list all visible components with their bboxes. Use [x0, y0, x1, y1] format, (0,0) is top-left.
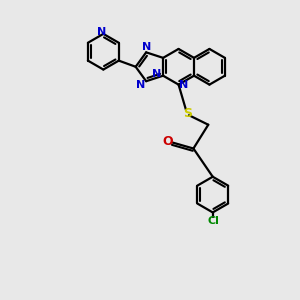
Text: N: N — [97, 27, 106, 38]
Text: N: N — [142, 42, 151, 52]
Text: Cl: Cl — [208, 216, 220, 226]
Text: S: S — [183, 107, 192, 120]
Text: O: O — [163, 135, 173, 148]
Text: N: N — [152, 69, 161, 79]
Text: N: N — [179, 80, 188, 90]
Text: N: N — [136, 80, 146, 90]
